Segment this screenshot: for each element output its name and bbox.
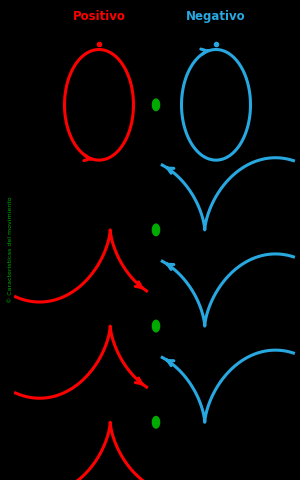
Circle shape <box>152 321 160 332</box>
Circle shape <box>152 100 160 111</box>
Text: © Características del movimiento: © Características del movimiento <box>8 196 13 303</box>
Circle shape <box>152 417 160 428</box>
Text: Negativo: Negativo <box>186 10 246 24</box>
Circle shape <box>152 225 160 236</box>
Text: Positivo: Positivo <box>73 10 125 24</box>
